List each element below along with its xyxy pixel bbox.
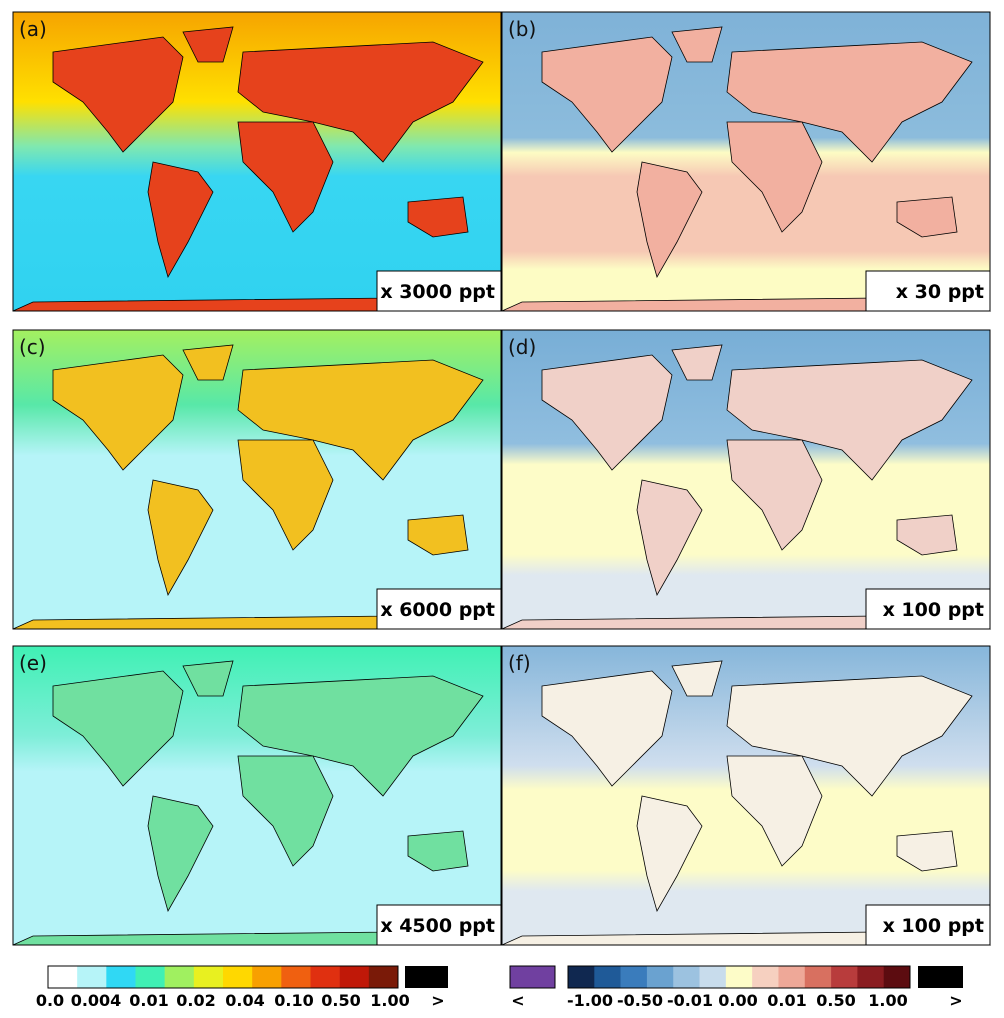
scale-label: x 100 ppt xyxy=(883,915,984,937)
scale-box xyxy=(376,904,502,946)
colorbars: 0.0 0.004 0.01 0.02 0.04 0.10 0.50 1.00 > < -1.00-… xyxy=(36,965,963,1010)
scale-label: x 6000 ppt xyxy=(380,599,495,621)
map-panel: (c) x 6000 ppt xyxy=(12,329,502,630)
panel-label: (a) xyxy=(19,17,47,41)
color-swatch xyxy=(620,966,648,988)
scale-box xyxy=(376,588,502,630)
map-panel: (d) x 100 ppt xyxy=(501,329,991,630)
scale-box xyxy=(865,904,991,946)
under-swatch xyxy=(509,965,556,989)
panel-label: (b) xyxy=(508,17,536,41)
color-swatch xyxy=(699,966,727,988)
scale-label: x 30 ppt xyxy=(896,281,984,303)
colorbar-tick-label: 0.01 xyxy=(129,991,168,1010)
color-swatch xyxy=(673,966,700,988)
colorbar-tick-label: 0.00 xyxy=(718,991,757,1010)
map-border xyxy=(501,11,991,312)
colorbar-tick-label: 0.004 xyxy=(71,991,122,1010)
map-panel: (e) x 4500 ppt xyxy=(12,645,502,946)
map-border xyxy=(12,645,502,946)
panel-label: (d) xyxy=(508,335,536,359)
scale-box xyxy=(865,588,991,630)
color-swatch xyxy=(883,966,911,988)
color-swatch xyxy=(857,966,884,988)
color-swatch xyxy=(339,966,370,988)
colorbar-tick-label: > xyxy=(949,991,962,1010)
map-border xyxy=(501,329,991,630)
scale-box xyxy=(376,270,502,312)
color-swatch xyxy=(252,966,282,988)
color-swatch xyxy=(135,966,165,988)
colorbar-tick-label: -1.00 xyxy=(567,991,613,1010)
color-swatch xyxy=(646,966,674,988)
color-swatch xyxy=(831,966,858,988)
colorbar-tick-label: 0.02 xyxy=(176,991,215,1010)
color-swatch xyxy=(778,966,806,988)
over-swatch xyxy=(405,966,448,988)
color-swatch xyxy=(310,966,340,988)
color-swatch xyxy=(193,966,224,988)
colorbar-tick-label: 0.50 xyxy=(321,991,360,1010)
color-swatch xyxy=(752,966,779,988)
color-swatch xyxy=(77,966,107,988)
color-swatch xyxy=(106,966,136,988)
colorbar-border xyxy=(47,965,399,989)
scale-box xyxy=(865,270,991,312)
color-swatch xyxy=(568,966,595,988)
scale-label: x 4500 ppt xyxy=(380,915,495,937)
panel-label: (e) xyxy=(19,651,47,675)
colorbar-tick-label: 0.0 xyxy=(36,991,64,1010)
color-swatch xyxy=(281,966,311,988)
map-panel: (f) x 100 ppt xyxy=(501,645,991,946)
colorbar-tick-label: < xyxy=(511,991,524,1010)
colorbar-tick-label: -0.01 xyxy=(667,991,713,1010)
map-border xyxy=(12,329,502,630)
colorbar-border xyxy=(567,965,911,989)
scale-label: x 3000 ppt xyxy=(380,281,495,303)
scale-label: x 100 ppt xyxy=(883,599,984,621)
color-swatch xyxy=(48,966,78,988)
color-swatch xyxy=(368,966,399,988)
colorbar-tick-label: 1.00 xyxy=(370,991,409,1010)
color-swatch xyxy=(725,966,753,988)
colorbar-tick-label: > xyxy=(431,991,444,1010)
color-swatch xyxy=(594,966,621,988)
colorbar-tick-label: 0.50 xyxy=(816,991,855,1010)
map-panel: (b) x 30 ppt xyxy=(501,11,991,312)
colorbar-tick-label: 0.04 xyxy=(225,991,264,1010)
color-swatch xyxy=(223,966,253,988)
map-border xyxy=(501,645,991,946)
colorbar-tick-label: 1.00 xyxy=(868,991,907,1010)
panels: (a) x 3000 ppt (b) x 30 ppt (c) x 6000 ppt (d)… xyxy=(12,11,991,946)
color-swatch xyxy=(164,966,195,988)
panel-label: (c) xyxy=(19,335,46,359)
map-border xyxy=(12,11,502,312)
over-swatch xyxy=(918,966,963,988)
colorbar-tick-label: 0.01 xyxy=(767,991,806,1010)
map-panel: (a) x 3000 ppt xyxy=(12,11,502,312)
colorbar-tick-label: -0.50 xyxy=(617,991,663,1010)
colorbar-tick-label: 0.10 xyxy=(274,991,313,1010)
panel-label: (f) xyxy=(508,651,531,675)
color-swatch xyxy=(804,966,832,988)
